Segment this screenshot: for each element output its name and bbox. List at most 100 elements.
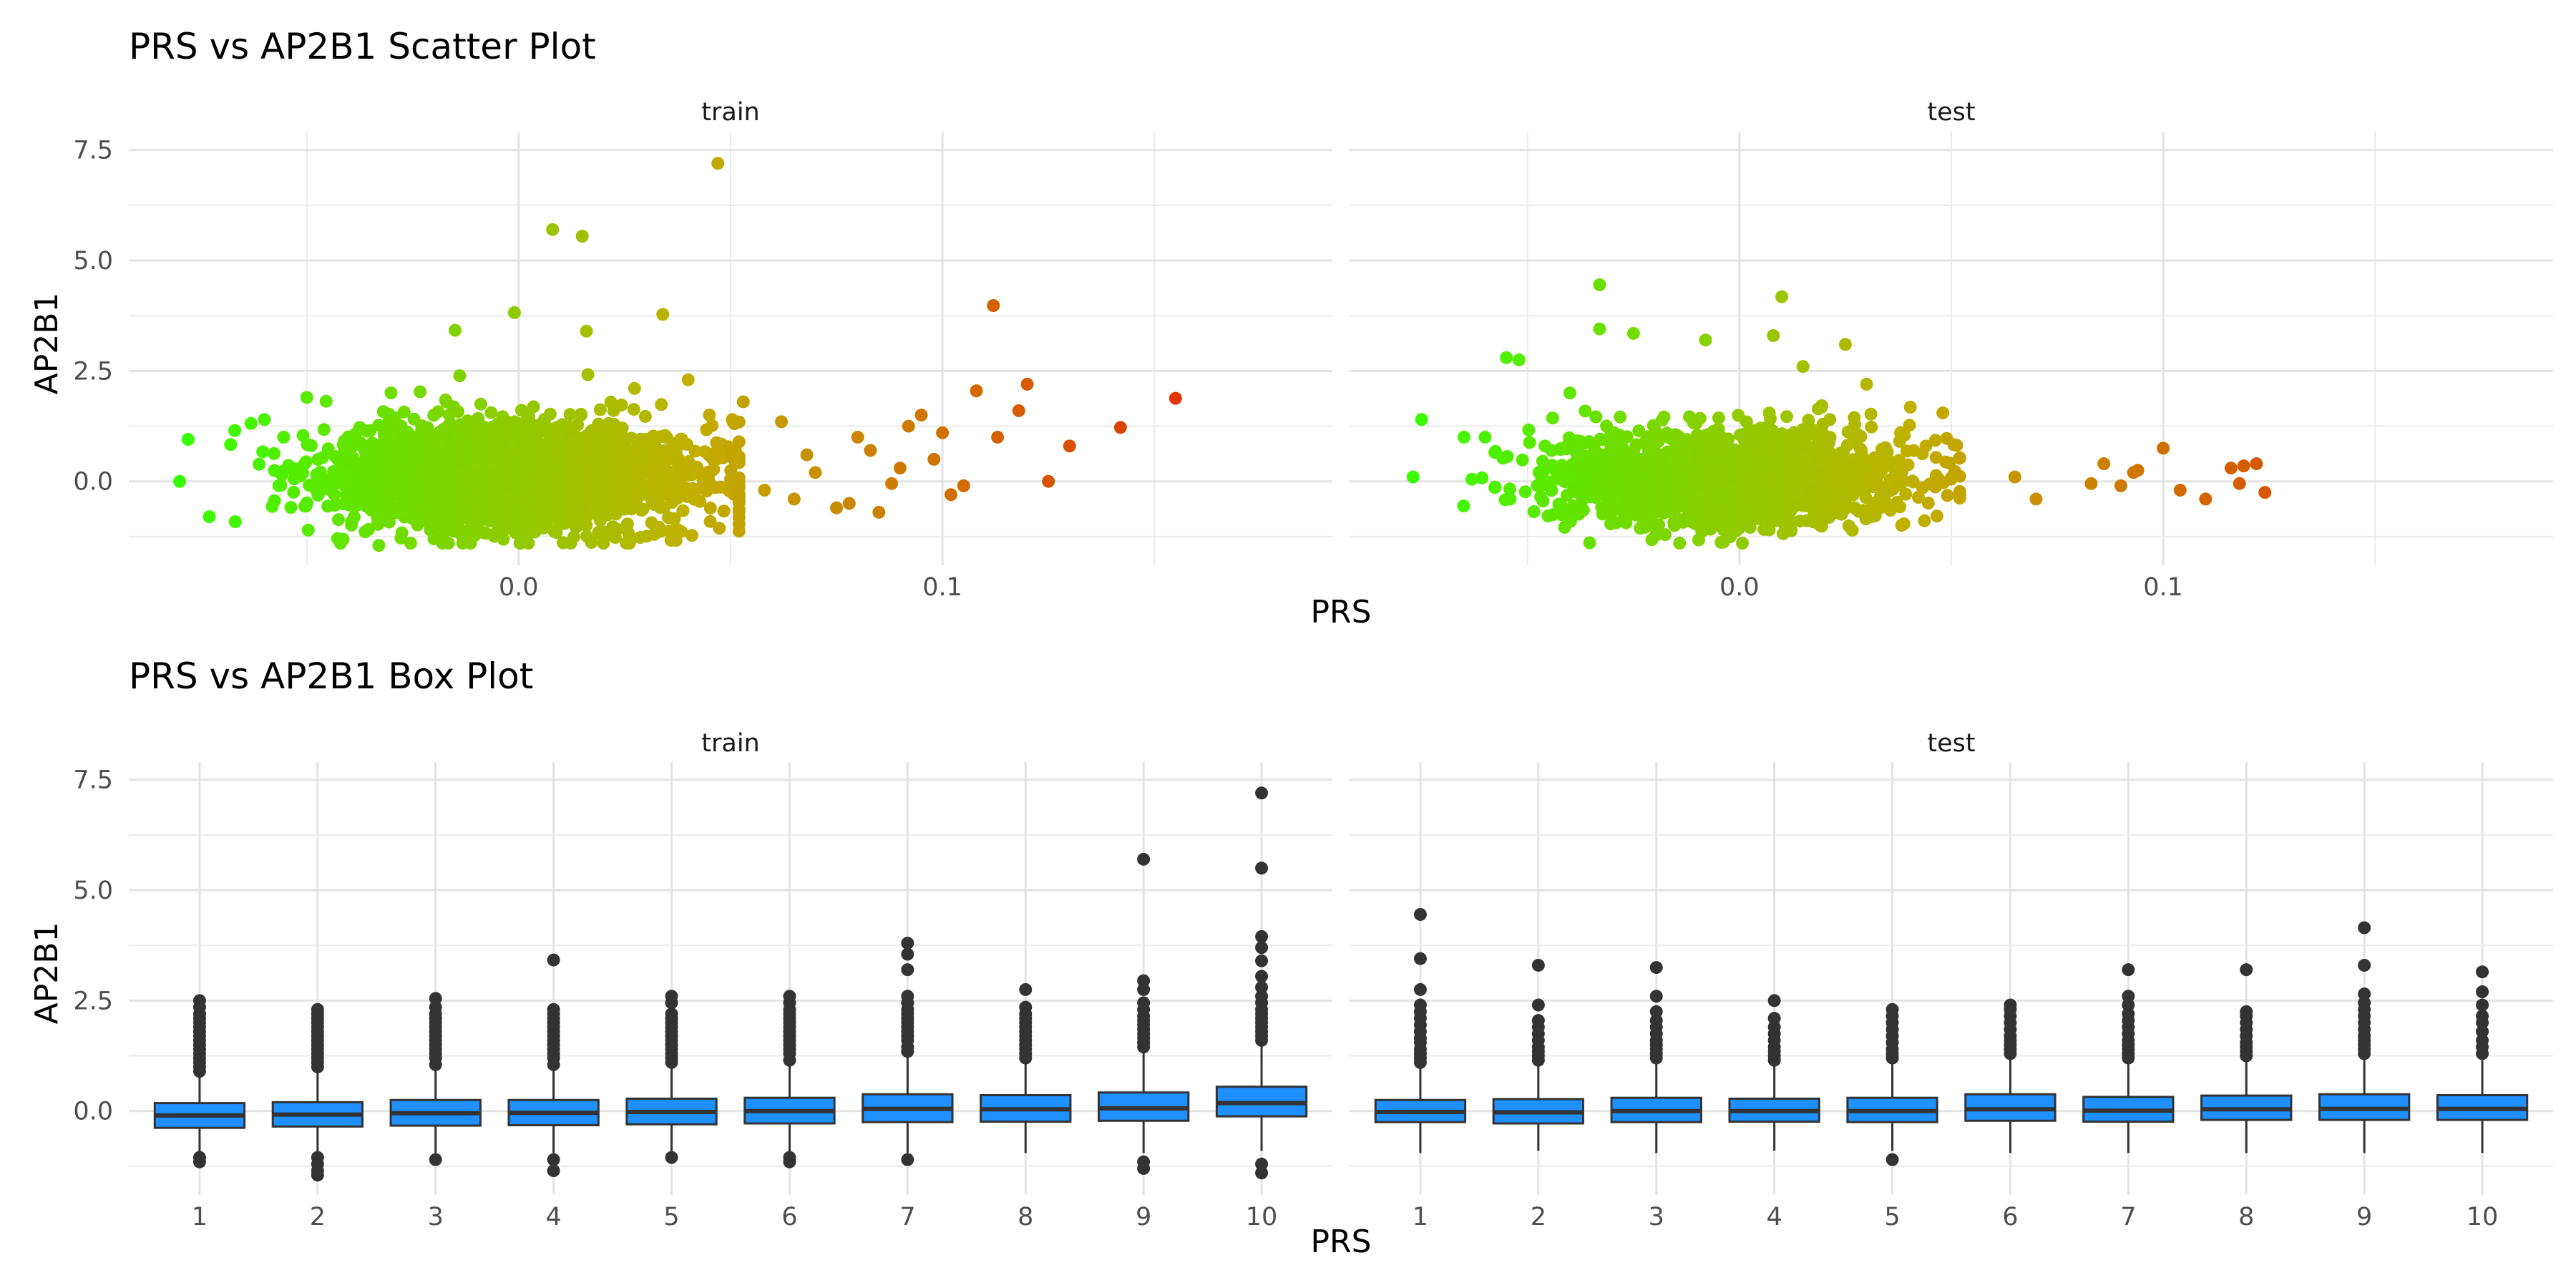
data-point xyxy=(287,485,301,499)
data-point xyxy=(1523,436,1536,449)
data-point xyxy=(787,492,801,506)
data-point xyxy=(268,494,281,507)
data-point xyxy=(1501,450,1514,463)
data-point xyxy=(842,497,856,510)
data-point xyxy=(1563,386,1576,400)
box-test-5 xyxy=(1846,1002,1938,1166)
data-point xyxy=(1802,486,1816,499)
data-point xyxy=(1907,444,1921,457)
data-point xyxy=(775,415,789,429)
y-tick-label: 5.0 xyxy=(73,247,113,275)
data-point xyxy=(534,444,547,458)
outlier-point xyxy=(2240,1005,2253,1018)
data-point xyxy=(332,513,345,527)
data-point xyxy=(392,441,406,454)
y-tick-label: 2.5 xyxy=(73,357,113,386)
data-point xyxy=(607,417,620,431)
data-point xyxy=(711,157,725,170)
outlier-point xyxy=(2476,985,2489,999)
data-point xyxy=(658,429,672,442)
outlier-point xyxy=(1255,1166,1269,1180)
data-point xyxy=(1604,443,1617,457)
x-tick-label: 8 xyxy=(2238,1203,2254,1231)
scatter-x-axis-title: PRS xyxy=(1310,594,1371,630)
data-point xyxy=(542,487,555,500)
data-point xyxy=(864,444,877,457)
data-point xyxy=(710,452,723,466)
box-test-8 xyxy=(2200,963,2293,1153)
data-point xyxy=(496,438,509,451)
data-point xyxy=(1895,519,1908,532)
outlier-point xyxy=(1255,862,1269,875)
box-y-axis-title: AP2B1 xyxy=(29,922,65,1025)
data-point xyxy=(1733,457,1747,469)
outlier-point xyxy=(2122,990,2135,1003)
data-point xyxy=(550,459,563,473)
data-point xyxy=(1945,472,1958,486)
data-point xyxy=(1757,522,1771,536)
outlier-point xyxy=(1255,980,1269,994)
data-point xyxy=(2199,492,2212,506)
data-point xyxy=(736,395,750,409)
data-point xyxy=(681,373,695,386)
data-point xyxy=(311,474,324,487)
x-tick-label: 4 xyxy=(1767,1203,1782,1231)
data-point xyxy=(1865,420,1878,434)
data-point xyxy=(280,462,294,475)
data-point xyxy=(1652,504,1664,518)
data-point xyxy=(532,514,546,528)
data-point xyxy=(809,466,822,479)
data-point xyxy=(1953,452,1966,465)
data-point xyxy=(292,462,306,476)
data-point xyxy=(1930,509,1943,523)
outlier-point xyxy=(1413,982,1427,996)
data-point xyxy=(1715,487,1729,501)
data-point xyxy=(361,424,374,438)
outlier-point xyxy=(547,1002,560,1016)
data-point xyxy=(1780,410,1793,424)
data-point xyxy=(1821,487,1835,501)
data-point xyxy=(1522,423,1536,436)
data-point xyxy=(2114,479,2127,492)
outlier-point xyxy=(547,1164,560,1178)
data-point xyxy=(648,527,661,541)
data-point xyxy=(1936,406,1950,420)
data-point xyxy=(944,488,957,502)
outlier-point xyxy=(901,937,914,950)
data-point xyxy=(642,436,655,450)
data-point xyxy=(622,527,635,540)
data-point xyxy=(1823,413,1837,426)
data-point xyxy=(563,408,577,421)
scatter-y-axis-title: AP2B1 xyxy=(29,293,65,395)
data-point xyxy=(359,459,373,473)
data-point xyxy=(530,426,544,439)
data-point xyxy=(1649,528,1662,542)
data-point xyxy=(1689,471,1703,484)
outlier-point xyxy=(2476,998,2489,1012)
data-point xyxy=(698,445,712,459)
data-point xyxy=(538,413,551,426)
x-tick-label: 0.1 xyxy=(922,573,962,602)
outlier-point xyxy=(1255,954,1269,967)
data-point xyxy=(1673,537,1687,550)
data-point xyxy=(1503,482,1516,496)
data-point xyxy=(580,324,593,338)
outlier-point xyxy=(1255,970,1269,983)
data-point xyxy=(1593,278,1606,291)
data-point xyxy=(1736,537,1749,550)
data-point xyxy=(366,492,380,504)
data-point xyxy=(364,503,378,517)
data-point xyxy=(1564,514,1577,528)
data-point xyxy=(1628,507,1641,521)
data-point xyxy=(1893,426,1907,439)
data-point xyxy=(277,431,291,444)
data-point xyxy=(1864,407,1878,421)
data-point xyxy=(1536,494,1550,508)
data-point xyxy=(1903,401,1917,414)
data-point xyxy=(323,474,336,487)
data-point xyxy=(1679,500,1693,514)
data-point xyxy=(524,457,537,471)
data-point xyxy=(872,505,886,519)
data-point xyxy=(415,419,429,433)
outlier-point xyxy=(665,1007,678,1020)
